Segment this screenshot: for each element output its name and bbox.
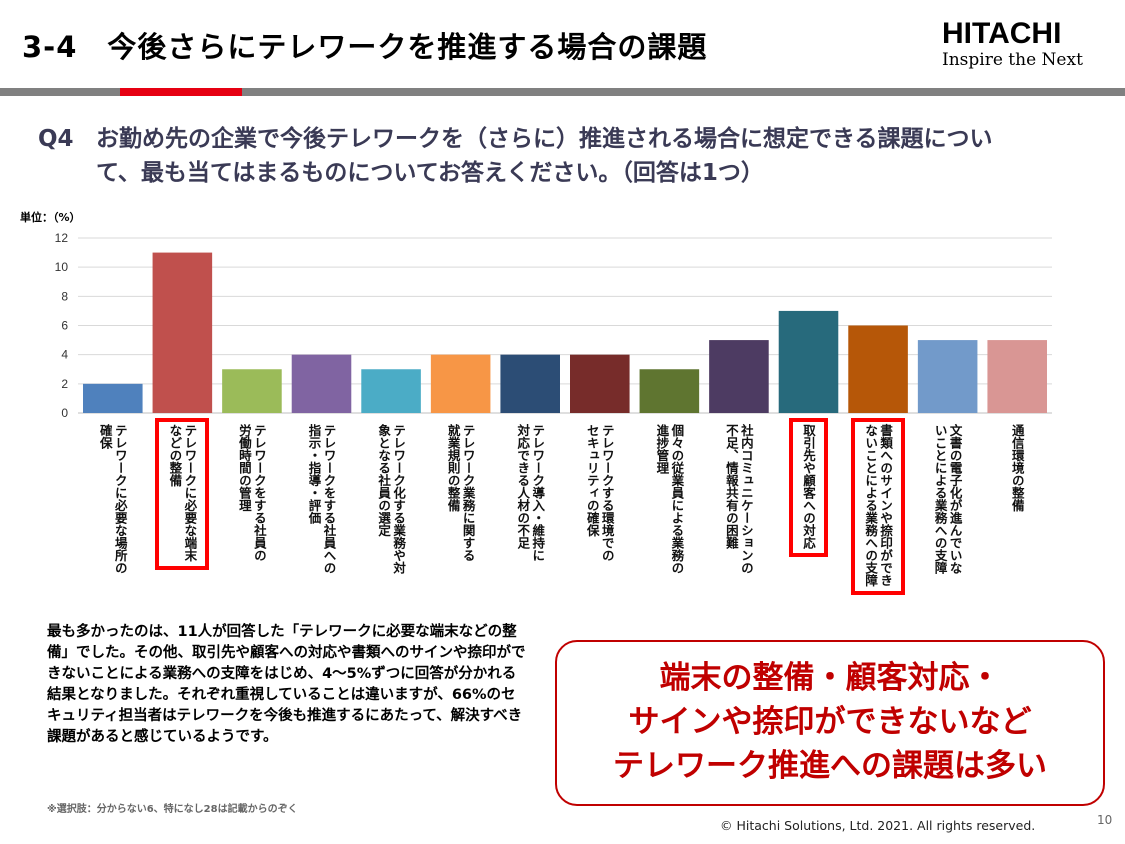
bar	[83, 383, 143, 413]
bar	[987, 340, 1047, 413]
question-label: Q4	[38, 126, 74, 152]
bar	[917, 340, 978, 413]
header-divider	[0, 88, 1125, 96]
category-label: テレワークに必要な場所の 確保	[97, 424, 128, 574]
bar	[500, 354, 560, 413]
logo-tagline: Inspire the Next	[942, 50, 1083, 70]
category-label: 書類へのサインや捺印ができ ないことによる業務への支障	[863, 424, 894, 587]
summary-text: 最も多かったのは、11人が回答した「テレワークに必要な端末などの整備」でした。そ…	[47, 624, 526, 745]
y-tick-label: 2	[61, 377, 68, 391]
bar	[709, 340, 769, 413]
page-number: 10	[1097, 813, 1113, 827]
bar	[222, 369, 282, 413]
category-label: テレワークをする社員の 労働時間の管理	[236, 424, 267, 562]
question-text: お勤め先の企業で今後テレワークを（さらに）推進される場合に想定できる課題について…	[96, 126, 993, 186]
category-label: テレワークする環境での セキュリティの確保	[584, 424, 615, 562]
y-tick-label: 12	[55, 231, 69, 245]
callout-line-3: テレワーク推進への課題は多い	[613, 748, 1047, 784]
bar	[152, 252, 213, 413]
copyright: © Hitachi Solutions, Ltd. 2021. All righ…	[720, 818, 1036, 833]
callout-line-2: サインや捺印ができないなど	[628, 704, 1032, 740]
bar-chart: 0 2 4 6 8 10 12	[55, 231, 1052, 420]
y-tick-label: 4	[61, 348, 68, 362]
y-tick-label: 0	[61, 406, 68, 420]
highlight-frame	[789, 418, 828, 557]
category-label: 取引先や顧客への対応	[801, 424, 816, 549]
callout-line-1: 端末の整備・顧客対応・	[659, 660, 1001, 696]
bar	[430, 354, 491, 413]
bar	[639, 369, 700, 413]
highlight-frame	[155, 418, 210, 570]
category-label: 文書の電子化が進んでいな いことによる業務への支障	[932, 424, 963, 574]
bar	[291, 354, 352, 413]
logo-brand: HITACHI	[942, 17, 1062, 50]
unit-label: 単位：（%）	[20, 211, 81, 224]
highlight-frame	[851, 418, 906, 595]
category-label: 通信環境の整備	[1009, 424, 1025, 512]
page-title: 3-4 今後さらにテレワークを推進する場合の課題	[22, 30, 708, 64]
category-label: テレワークをする社員への 指示・指導・評価	[306, 424, 337, 574]
category-label: 社内コミュニケーションの 不足、情報共有の困難	[723, 424, 754, 574]
category-label: 個々の従業員による業務の 進捗管理	[654, 424, 685, 574]
header-accent-bar	[120, 88, 242, 96]
hitachi-logo: HITACHI Inspire the Next	[942, 17, 1112, 71]
y-tick-label: 6	[61, 319, 68, 333]
bar	[361, 369, 421, 413]
bar	[778, 310, 839, 413]
bar	[570, 354, 630, 413]
y-tick-label: 8	[61, 289, 68, 303]
category-label: テレワーク導入・維持に 対応できる人材の不足	[515, 424, 546, 562]
callout-box: 端末の整備・顧客対応・ サインや捺印ができないなど テレワーク推進への課題は多い	[555, 640, 1105, 806]
footnote: ※選択肢：分からない6、特になし28は記載からのぞく	[47, 804, 298, 815]
category-label: テレワークに必要な端末 などの整備	[167, 424, 198, 562]
bar	[848, 325, 908, 413]
category-label: テレワーク化する業務や対 象となる社員の選定	[376, 424, 407, 574]
y-tick-label: 10	[55, 260, 69, 274]
category-label: テレワーク業務に関する 就業規則の整備	[445, 424, 476, 562]
